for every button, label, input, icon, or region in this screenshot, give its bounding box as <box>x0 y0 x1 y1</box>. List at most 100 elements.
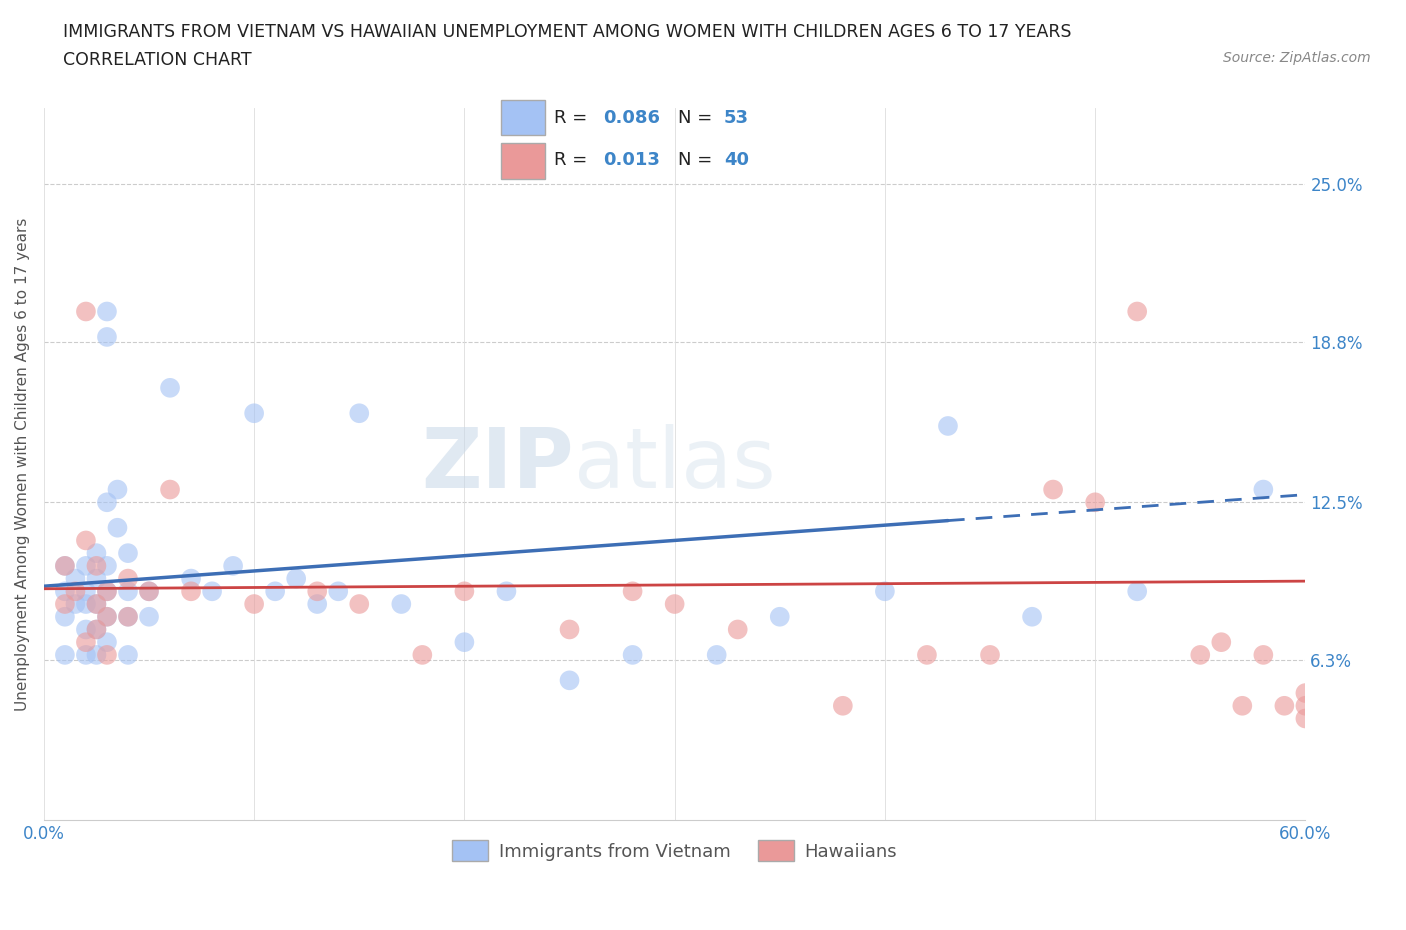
FancyBboxPatch shape <box>502 143 544 179</box>
Point <box>453 635 475 650</box>
Point <box>53 609 76 624</box>
Point <box>453 584 475 599</box>
Point <box>1272 698 1295 713</box>
Point <box>389 596 412 611</box>
Point <box>86 546 108 561</box>
Point <box>75 304 97 319</box>
Point <box>727 622 749 637</box>
Text: R =: R = <box>554 109 593 127</box>
Point <box>1211 635 1233 650</box>
Point <box>65 584 87 599</box>
Text: R =: R = <box>554 151 593 169</box>
Point <box>307 584 329 599</box>
Point <box>117 571 139 586</box>
Point <box>1189 647 1212 662</box>
Point <box>65 571 87 586</box>
Point <box>1126 304 1149 319</box>
Point <box>558 673 581 688</box>
Text: Source: ZipAtlas.com: Source: ZipAtlas.com <box>1223 51 1371 65</box>
Point <box>936 418 959 433</box>
Point <box>75 647 97 662</box>
Point <box>180 571 202 586</box>
Point <box>1021 609 1043 624</box>
Point <box>138 609 160 624</box>
Point <box>201 584 224 599</box>
Point <box>96 635 118 650</box>
Text: N =: N = <box>678 109 717 127</box>
Legend: Immigrants from Vietnam, Hawaiians: Immigrants from Vietnam, Hawaiians <box>444 833 904 869</box>
Point <box>96 584 118 599</box>
Point <box>328 584 350 599</box>
Point <box>979 647 1001 662</box>
Point <box>75 533 97 548</box>
Point <box>180 584 202 599</box>
Point <box>307 596 329 611</box>
Point <box>117 647 139 662</box>
Point <box>107 520 129 535</box>
Point <box>159 482 181 497</box>
Point <box>86 622 108 637</box>
Point <box>1126 584 1149 599</box>
Point <box>53 596 76 611</box>
Point <box>96 304 118 319</box>
Text: ZIP: ZIP <box>422 424 574 505</box>
Point <box>117 609 139 624</box>
Point <box>107 482 129 497</box>
Point <box>138 584 160 599</box>
Point <box>1042 482 1064 497</box>
Point <box>349 596 371 611</box>
Text: 0.086: 0.086 <box>603 109 661 127</box>
Point <box>1253 647 1275 662</box>
Point <box>86 596 108 611</box>
Point <box>86 571 108 586</box>
Point <box>86 647 108 662</box>
Point <box>243 596 266 611</box>
FancyBboxPatch shape <box>502 100 544 135</box>
Point <box>53 647 76 662</box>
Point <box>86 596 108 611</box>
Point <box>222 558 245 573</box>
Point <box>86 622 108 637</box>
Point <box>621 584 644 599</box>
Point <box>1294 685 1316 700</box>
Point <box>117 584 139 599</box>
Point <box>96 584 118 599</box>
Point <box>873 584 896 599</box>
Text: 0.013: 0.013 <box>603 151 661 169</box>
Point <box>285 571 308 586</box>
Text: 40: 40 <box>724 151 749 169</box>
Point <box>558 622 581 637</box>
Point <box>138 584 160 599</box>
Point <box>53 558 76 573</box>
Point <box>75 622 97 637</box>
Point <box>53 584 76 599</box>
Point <box>75 635 97 650</box>
Text: IMMIGRANTS FROM VIETNAM VS HAWAIIAN UNEMPLOYMENT AMONG WOMEN WITH CHILDREN AGES : IMMIGRANTS FROM VIETNAM VS HAWAIIAN UNEM… <box>63 23 1071 41</box>
Point <box>915 647 938 662</box>
Point <box>1084 495 1107 510</box>
Point <box>159 380 181 395</box>
Point <box>264 584 287 599</box>
Y-axis label: Unemployment Among Women with Children Ages 6 to 17 years: Unemployment Among Women with Children A… <box>15 218 30 711</box>
Point <box>117 609 139 624</box>
Point <box>769 609 792 624</box>
Point <box>243 405 266 420</box>
Point <box>1294 711 1316 726</box>
Point <box>96 329 118 344</box>
Point <box>96 647 118 662</box>
Point <box>664 596 686 611</box>
Point <box>831 698 853 713</box>
Point <box>706 647 728 662</box>
Text: N =: N = <box>678 151 717 169</box>
Point <box>495 584 517 599</box>
Point <box>117 546 139 561</box>
Point <box>75 584 97 599</box>
Text: atlas: atlas <box>574 424 776 505</box>
Point <box>96 558 118 573</box>
Point <box>349 405 371 420</box>
Point <box>411 647 433 662</box>
Point <box>53 558 76 573</box>
Point <box>1232 698 1254 713</box>
Point <box>1253 482 1275 497</box>
Point <box>96 609 118 624</box>
